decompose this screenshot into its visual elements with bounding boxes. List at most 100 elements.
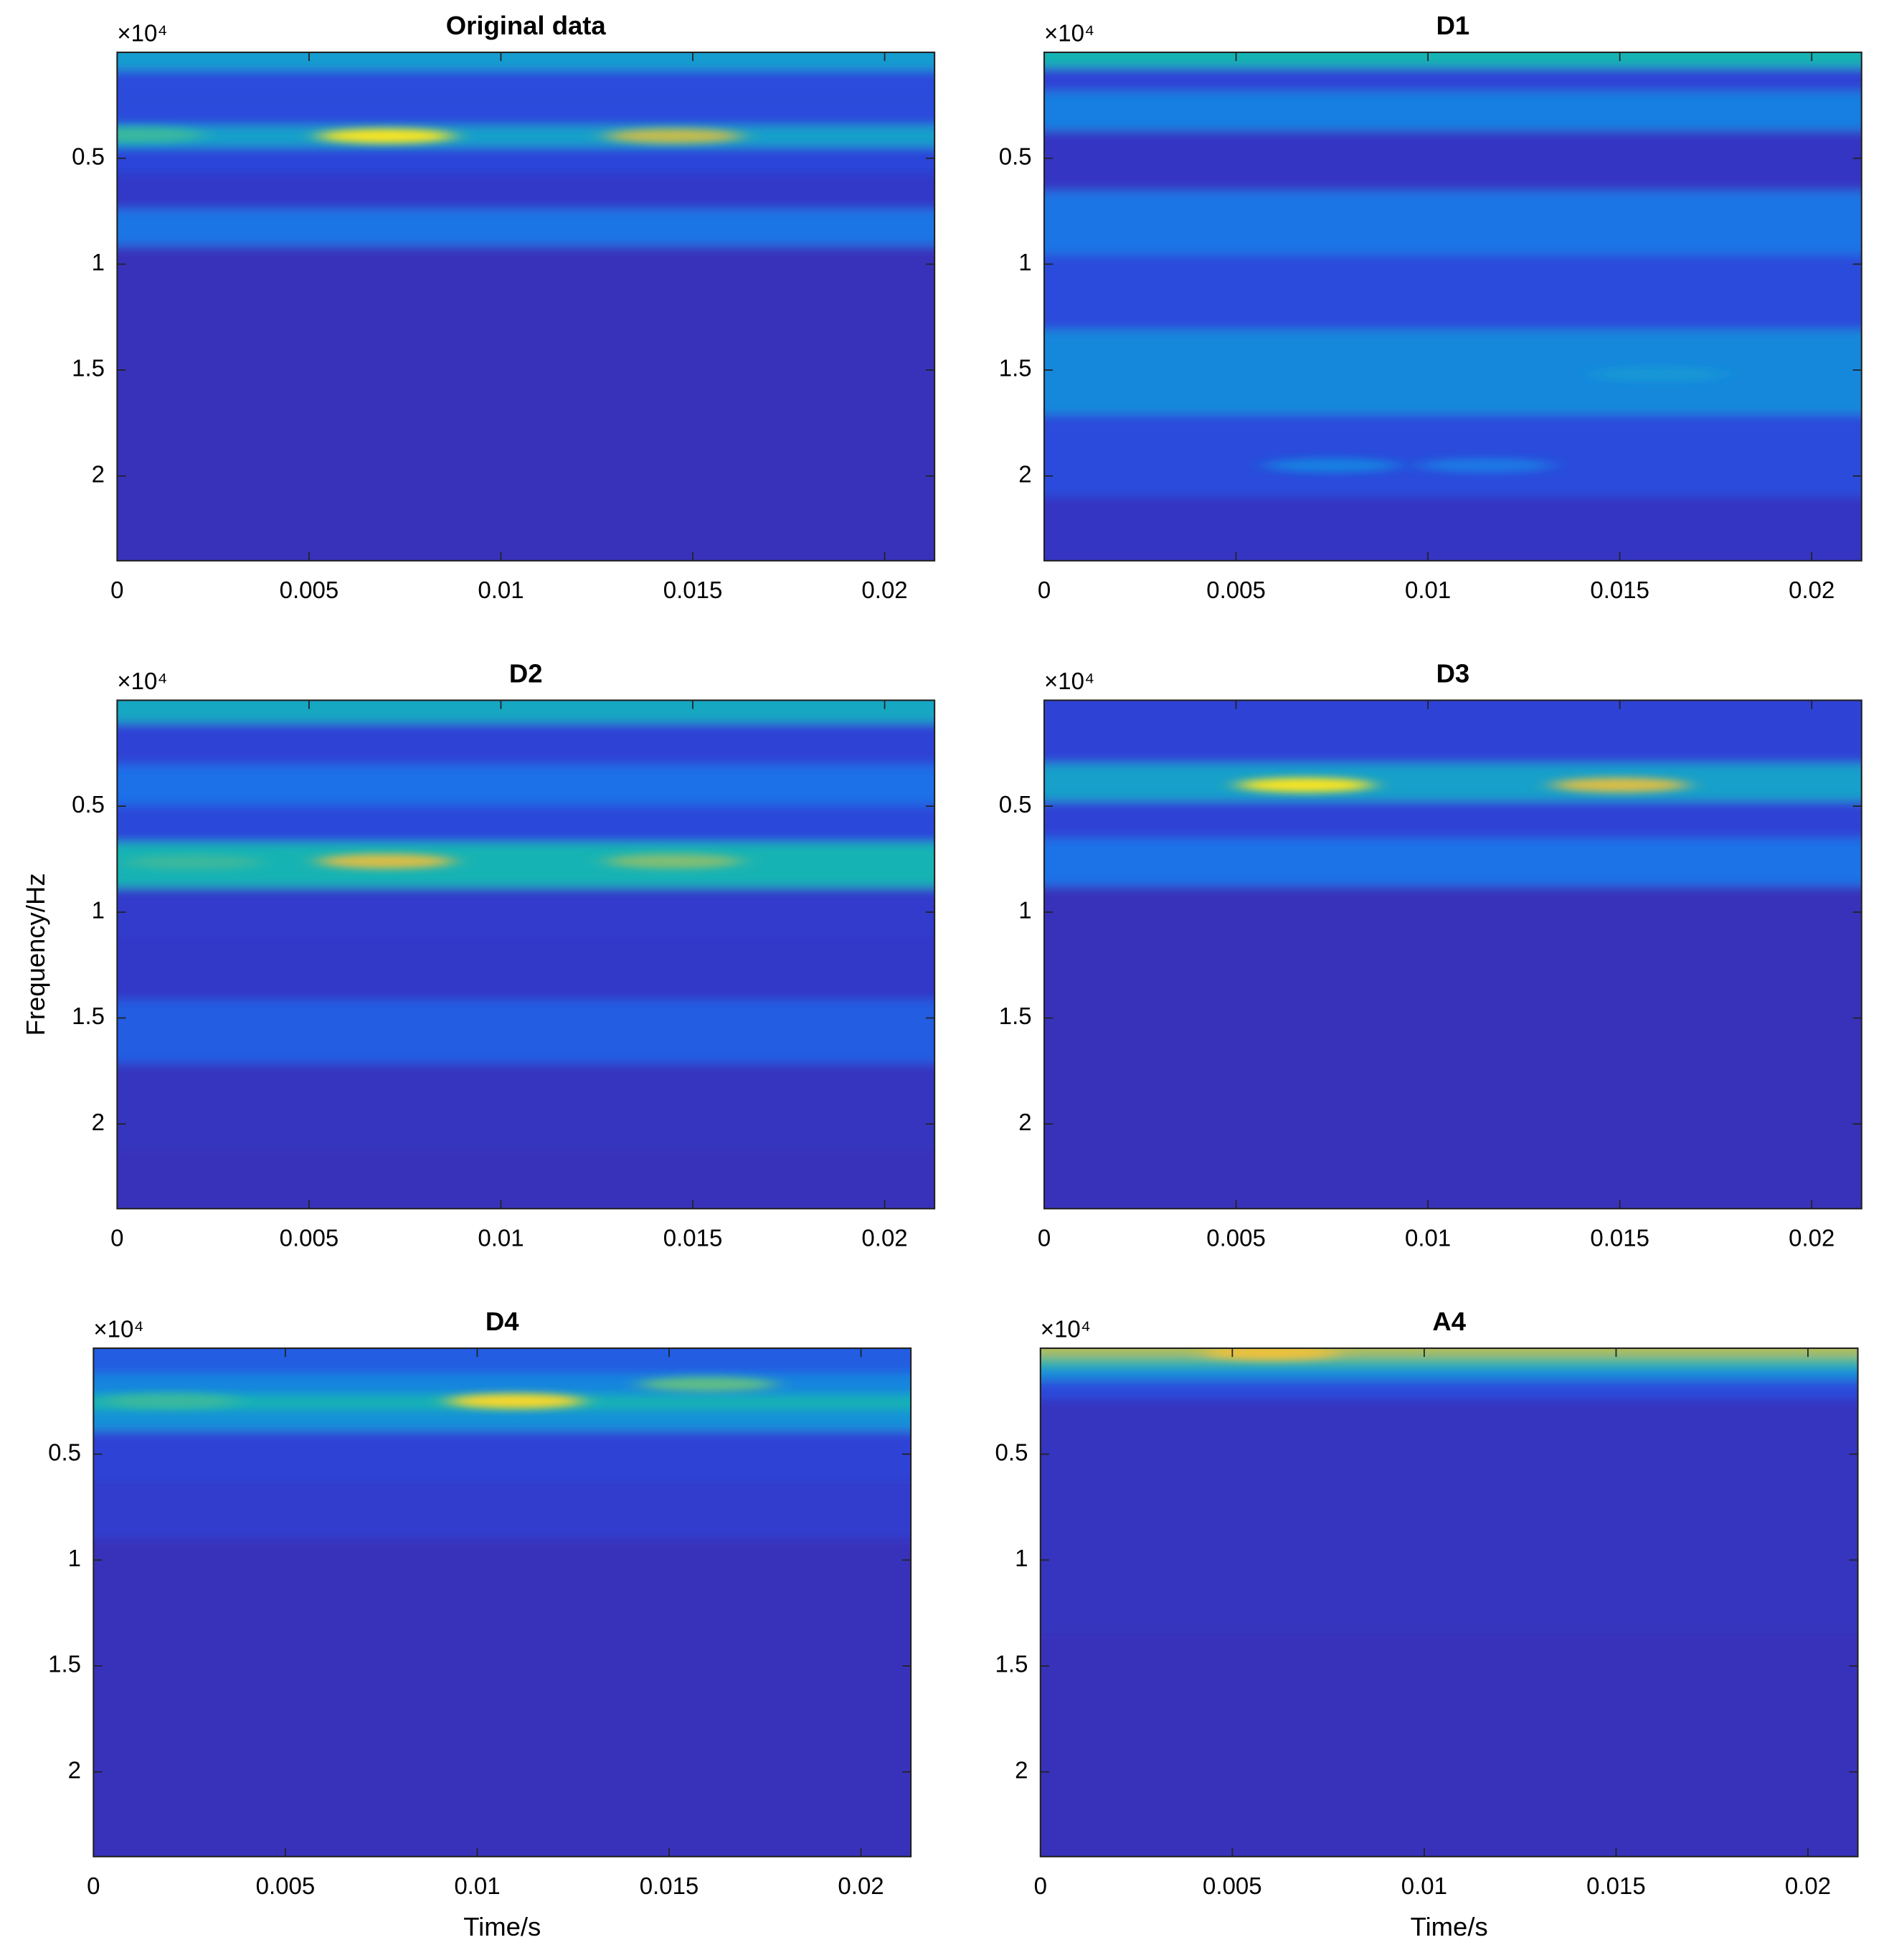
y-exponent: ×10⁴: [93, 1315, 143, 1342]
heat-row: [1040, 1367, 1858, 1381]
x-tick-label: 0.015: [1590, 1224, 1649, 1251]
y-tick-label: 1: [1018, 897, 1031, 924]
heat-row: [1044, 723, 1862, 764]
heat-row: [117, 147, 935, 174]
heat-row: [1044, 838, 1862, 886]
plot-area: [1044, 52, 1862, 561]
rows: [1044, 700, 1862, 1209]
x-tick-label: 0.005: [280, 577, 339, 603]
heat-row: [1044, 52, 1862, 68]
y-exponent: ×10⁴: [1044, 19, 1094, 46]
x-tick-label: 0.015: [1586, 1873, 1646, 1899]
heat-row: [1044, 415, 1862, 498]
heat-row: [1040, 1634, 1858, 1857]
x-tick-label: 0.02: [1789, 577, 1834, 603]
y-tick-label: 0.5: [999, 791, 1032, 818]
heat-row: [117, 52, 935, 71]
heat-spot: [317, 128, 455, 144]
heat-row: [1040, 1356, 1858, 1368]
axes-box: [1043, 51, 1862, 562]
heat-row: [1044, 764, 1862, 801]
heat-row: [117, 246, 935, 413]
y-tick-label: 0.5: [999, 143, 1032, 169]
x-tick-label: 0.005: [256, 1873, 316, 1899]
heat-row: [1044, 1060, 1862, 1209]
heat-row: [117, 209, 935, 247]
y-tick-label: 1: [1015, 1545, 1028, 1571]
x-tick-label: 0.005: [1203, 1873, 1262, 1899]
y-tick-label: 1.5: [995, 1651, 1028, 1677]
heat-row: [117, 174, 935, 209]
heat-row: [1044, 329, 1862, 415]
heat-row: [117, 700, 935, 724]
x-tick-label: 0.01: [454, 1873, 500, 1899]
heat-row: [93, 1348, 912, 1374]
chart-title: D2: [509, 658, 543, 688]
y-tick-label: 2: [1018, 460, 1031, 487]
axes-box: [93, 1347, 912, 1857]
plot-area: [1040, 1348, 1858, 1857]
y-tick-label: 1.5: [72, 1003, 105, 1029]
y-tick-label: 0.5: [72, 143, 105, 169]
x-tick-label: 0.02: [861, 577, 907, 603]
heat-row: [1040, 1380, 1858, 1399]
heat-spot: [638, 1376, 777, 1392]
x-axis-label: Time/s: [1411, 1912, 1488, 1941]
axes-box: [1039, 1347, 1859, 1857]
plot-area: [117, 700, 935, 1209]
y-exponent: ×10⁴: [1044, 668, 1094, 694]
heat-row: [1044, 800, 1862, 839]
y-tick-label: 2: [1015, 1756, 1028, 1783]
y-exponent: ×10⁴: [117, 668, 167, 694]
y-exponent: ×10⁴: [1041, 1315, 1091, 1342]
x-tick-label: 0.005: [1206, 1224, 1266, 1251]
x-tick-label: 0.02: [838, 1873, 884, 1899]
heat-row: [117, 938, 935, 1000]
chart-title: D1: [1436, 11, 1470, 40]
y-tick-label: 2: [92, 1109, 105, 1135]
chart-title: D4: [486, 1307, 519, 1336]
heat-row: [93, 1431, 912, 1481]
chart-title: Original data: [446, 11, 607, 40]
y-tick-label: 2: [92, 460, 105, 487]
heat-row: [117, 887, 935, 939]
rows: [117, 52, 935, 561]
y-tick-label: 1.5: [48, 1651, 81, 1677]
x-tick-label: 0: [110, 577, 123, 603]
x-tick-label: 0.01: [1405, 577, 1451, 603]
heat-spot: [1263, 458, 1401, 473]
x-tick-label: 0.01: [1401, 1873, 1447, 1899]
x-tick-label: 0: [110, 1224, 123, 1251]
heat-row: [117, 70, 935, 100]
heat-row: [1044, 700, 1862, 724]
heat-row: [117, 1150, 935, 1209]
y-tick-label: 1: [92, 897, 105, 924]
rows: [1040, 1348, 1858, 1857]
x-tick-label: 0.015: [663, 577, 723, 603]
heat-spot: [1589, 366, 1727, 382]
plot-area: [93, 1348, 912, 1857]
x-tick-label: 0.02: [1785, 1873, 1831, 1899]
heat-row: [1044, 91, 1862, 131]
x-tick-label: 0.01: [478, 577, 524, 603]
heat-row: [117, 1000, 935, 1064]
heat-row: [117, 723, 935, 765]
heat-row: [1044, 255, 1862, 330]
x-tick-label: 0.01: [478, 1224, 524, 1251]
heat-spot: [317, 853, 455, 869]
axes-box: [116, 51, 936, 562]
heat-spot: [1202, 1348, 1340, 1360]
x-tick-label: 0.02: [1789, 1224, 1834, 1251]
x-tick-label: 0: [87, 1873, 100, 1899]
heat-row: [117, 100, 935, 126]
x-tick-label: 0: [1038, 1224, 1051, 1251]
x-tick-label: 0.015: [663, 1224, 723, 1251]
heat-spot: [117, 127, 205, 143]
plot-area: [1044, 700, 1862, 1209]
heat-row: [93, 1373, 912, 1395]
y-tick-label: 0.5: [72, 791, 105, 818]
heat-row: [93, 1708, 912, 1857]
heat-row: [117, 1063, 935, 1151]
x-tick-label: 0: [1034, 1873, 1047, 1899]
